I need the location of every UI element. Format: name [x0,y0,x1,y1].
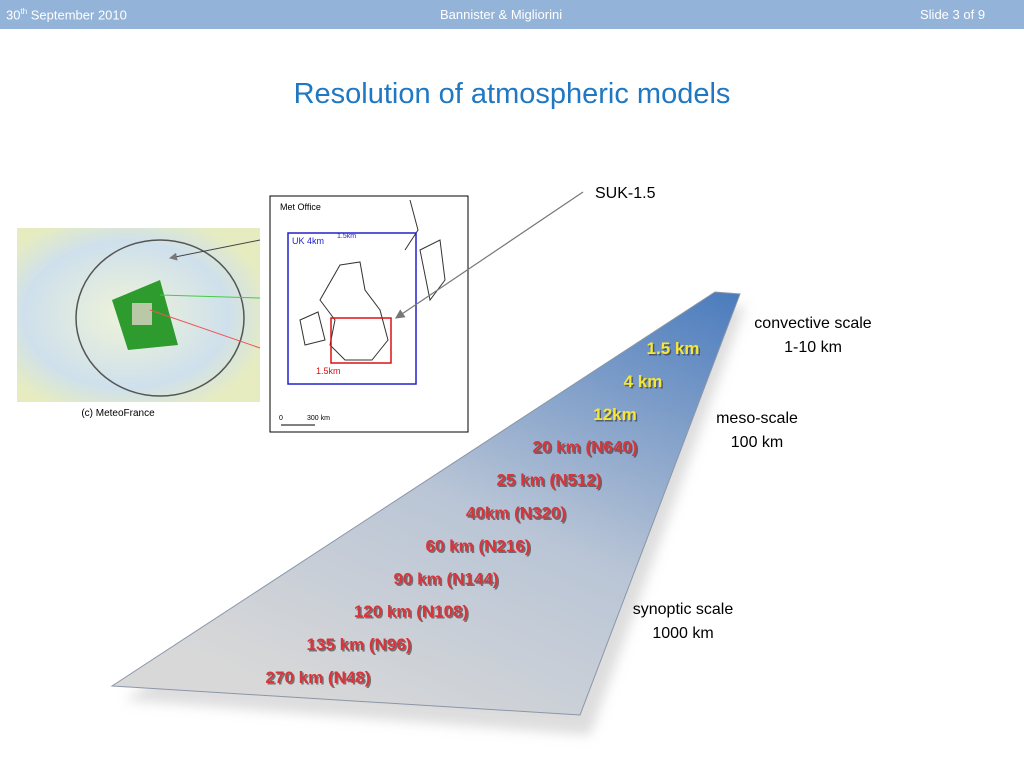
resolution-shadow: 120 km (N108) [355,604,469,623]
day-suffix: th [20,7,28,16]
resolution-label: 120 km (N108) [354,602,468,621]
resolution-shadow: 20 km (N640) [534,439,639,458]
map-scale-label: 0 [279,415,283,422]
globe-line [149,309,261,349]
globe-pointer [169,239,261,261]
resolution-shadow: 1.5 km [648,341,701,360]
uk15-domain [330,317,392,364]
globe-ring [75,239,245,397]
resolution-label: 270 km (N48) [266,668,371,687]
map-label: 1.5km [337,233,356,240]
map-source: Met Office [280,202,321,212]
globe-line [159,294,261,299]
map-label: UK 4km [292,236,324,246]
scale-name: convective scale [754,315,871,332]
resolution-wedge [110,291,741,716]
resolution-label: 135 km (N96) [307,635,412,654]
authors: Bannister & Migliorini [440,7,563,22]
resolution-shadow: 90 km (N144) [395,571,500,590]
slide-number: Slide 3 of 9 [920,7,986,22]
resolution-shadow: 135 km (N96) [308,637,413,656]
day: 30 [6,7,21,23]
resolution-label: 60 km (N216) [426,536,531,555]
resolution-label: 40km (N320) [466,504,566,523]
header-bar: 30th September 2010 Bannister & Migliori… [0,0,1024,29]
map-frame [269,195,469,433]
scale-name: meso-scale [716,410,798,427]
resolution-label: 20 km (N640) [533,438,638,457]
resolution-label: 12km [593,405,636,424]
scale-range: 1-10 km [784,339,842,356]
map-coastline [299,199,446,361]
scale-name: synoptic scale [633,601,734,618]
slide-title: Resolution of atmospheric models [293,78,731,110]
uk4km-domain [287,232,417,385]
resolution-label: 4 km [624,372,663,391]
globe-inner-domain [132,303,152,325]
globe-caption: (c) MeteoFrance [81,408,155,419]
resolution-shadow: 25 km (N512) [498,472,603,491]
callout-pointer [395,191,584,319]
resolution-label: 1.5 km [647,339,700,358]
resolution-label: 90 km (N144) [394,569,499,588]
month-year: September 2010 [27,7,127,23]
resolution-shadow: 60 km (N216) [427,538,532,557]
callout-label: SUK-1.5 [595,185,656,202]
resolution-shadow: 12km [595,406,638,425]
resolution-label: 25 km (N512) [497,471,602,490]
map-scale-label: 300 km [307,415,330,422]
date: 30th September 2010 [6,7,127,22]
scale-range: 1000 km [652,625,713,642]
resolution-shadow: 270 km (N48) [267,670,372,689]
map-label: 1.5km [316,366,341,376]
resolution-shadow: 40km (N320) [467,505,567,524]
scale-range: 100 km [731,434,783,451]
resolution-shadow: 4 km [625,373,664,392]
